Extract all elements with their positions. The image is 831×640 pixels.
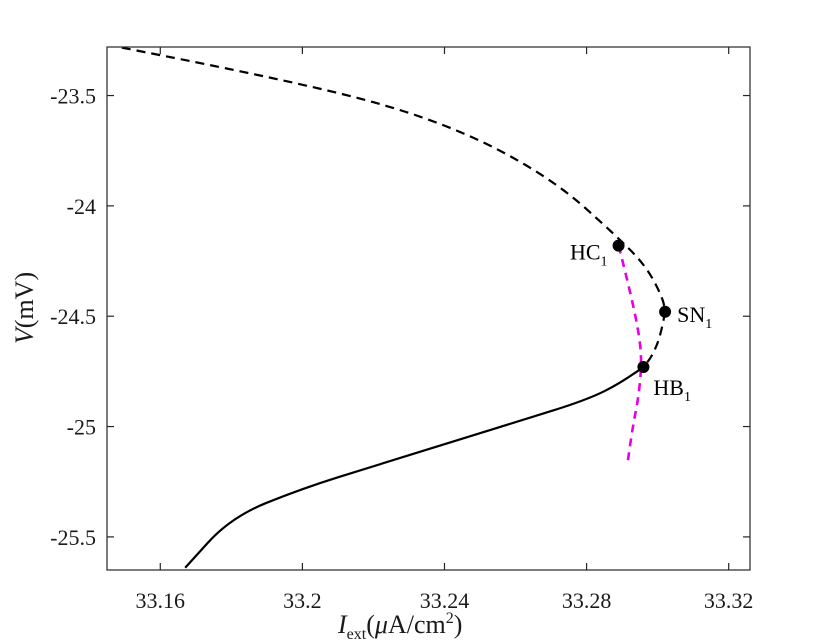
x-tick-label: 33.24: [420, 588, 470, 613]
y-axis-ticks: -23.5 -24 -24.5 -25 -25.5: [50, 84, 750, 550]
point-label-hb: HB1: [653, 375, 691, 405]
bifurcation-points: HC1 SN1 HB1: [570, 239, 712, 405]
series-line-4: [617, 245, 643, 465]
curves: [112, 47, 667, 569]
series-line-2: [642, 311, 667, 368]
point-label-hc: HC1: [570, 240, 608, 270]
plot-area: [107, 47, 750, 570]
point-marker-hc: [612, 239, 625, 252]
series-line-1: [112, 47, 667, 312]
x-tick-label: 33.16: [136, 588, 186, 613]
point-label-sn: SN1: [677, 302, 712, 332]
x-tick-label: 33.28: [562, 588, 612, 613]
x-tick-label: 33.32: [704, 588, 754, 613]
point-marker-sn: [659, 305, 672, 318]
x-axis-ticks: 33.16 33.2 33.24 33.28 33.32: [136, 47, 754, 613]
point-marker-hb: [637, 360, 650, 373]
x-tick-label: 33.2: [283, 588, 322, 613]
y-tick-label: -24: [67, 194, 96, 219]
y-tick-label: -25: [67, 415, 96, 440]
y-tick-label: -25.5: [50, 525, 96, 550]
y-axis-label: V(mV): [10, 272, 39, 344]
y-tick-label: -23.5: [50, 84, 96, 109]
series-line-3: [184, 366, 645, 569]
axes-frame: [106, 46, 751, 571]
x-axis-label: Iext(μA/cm2): [337, 610, 462, 640]
y-tick-label: -24.5: [50, 304, 96, 329]
